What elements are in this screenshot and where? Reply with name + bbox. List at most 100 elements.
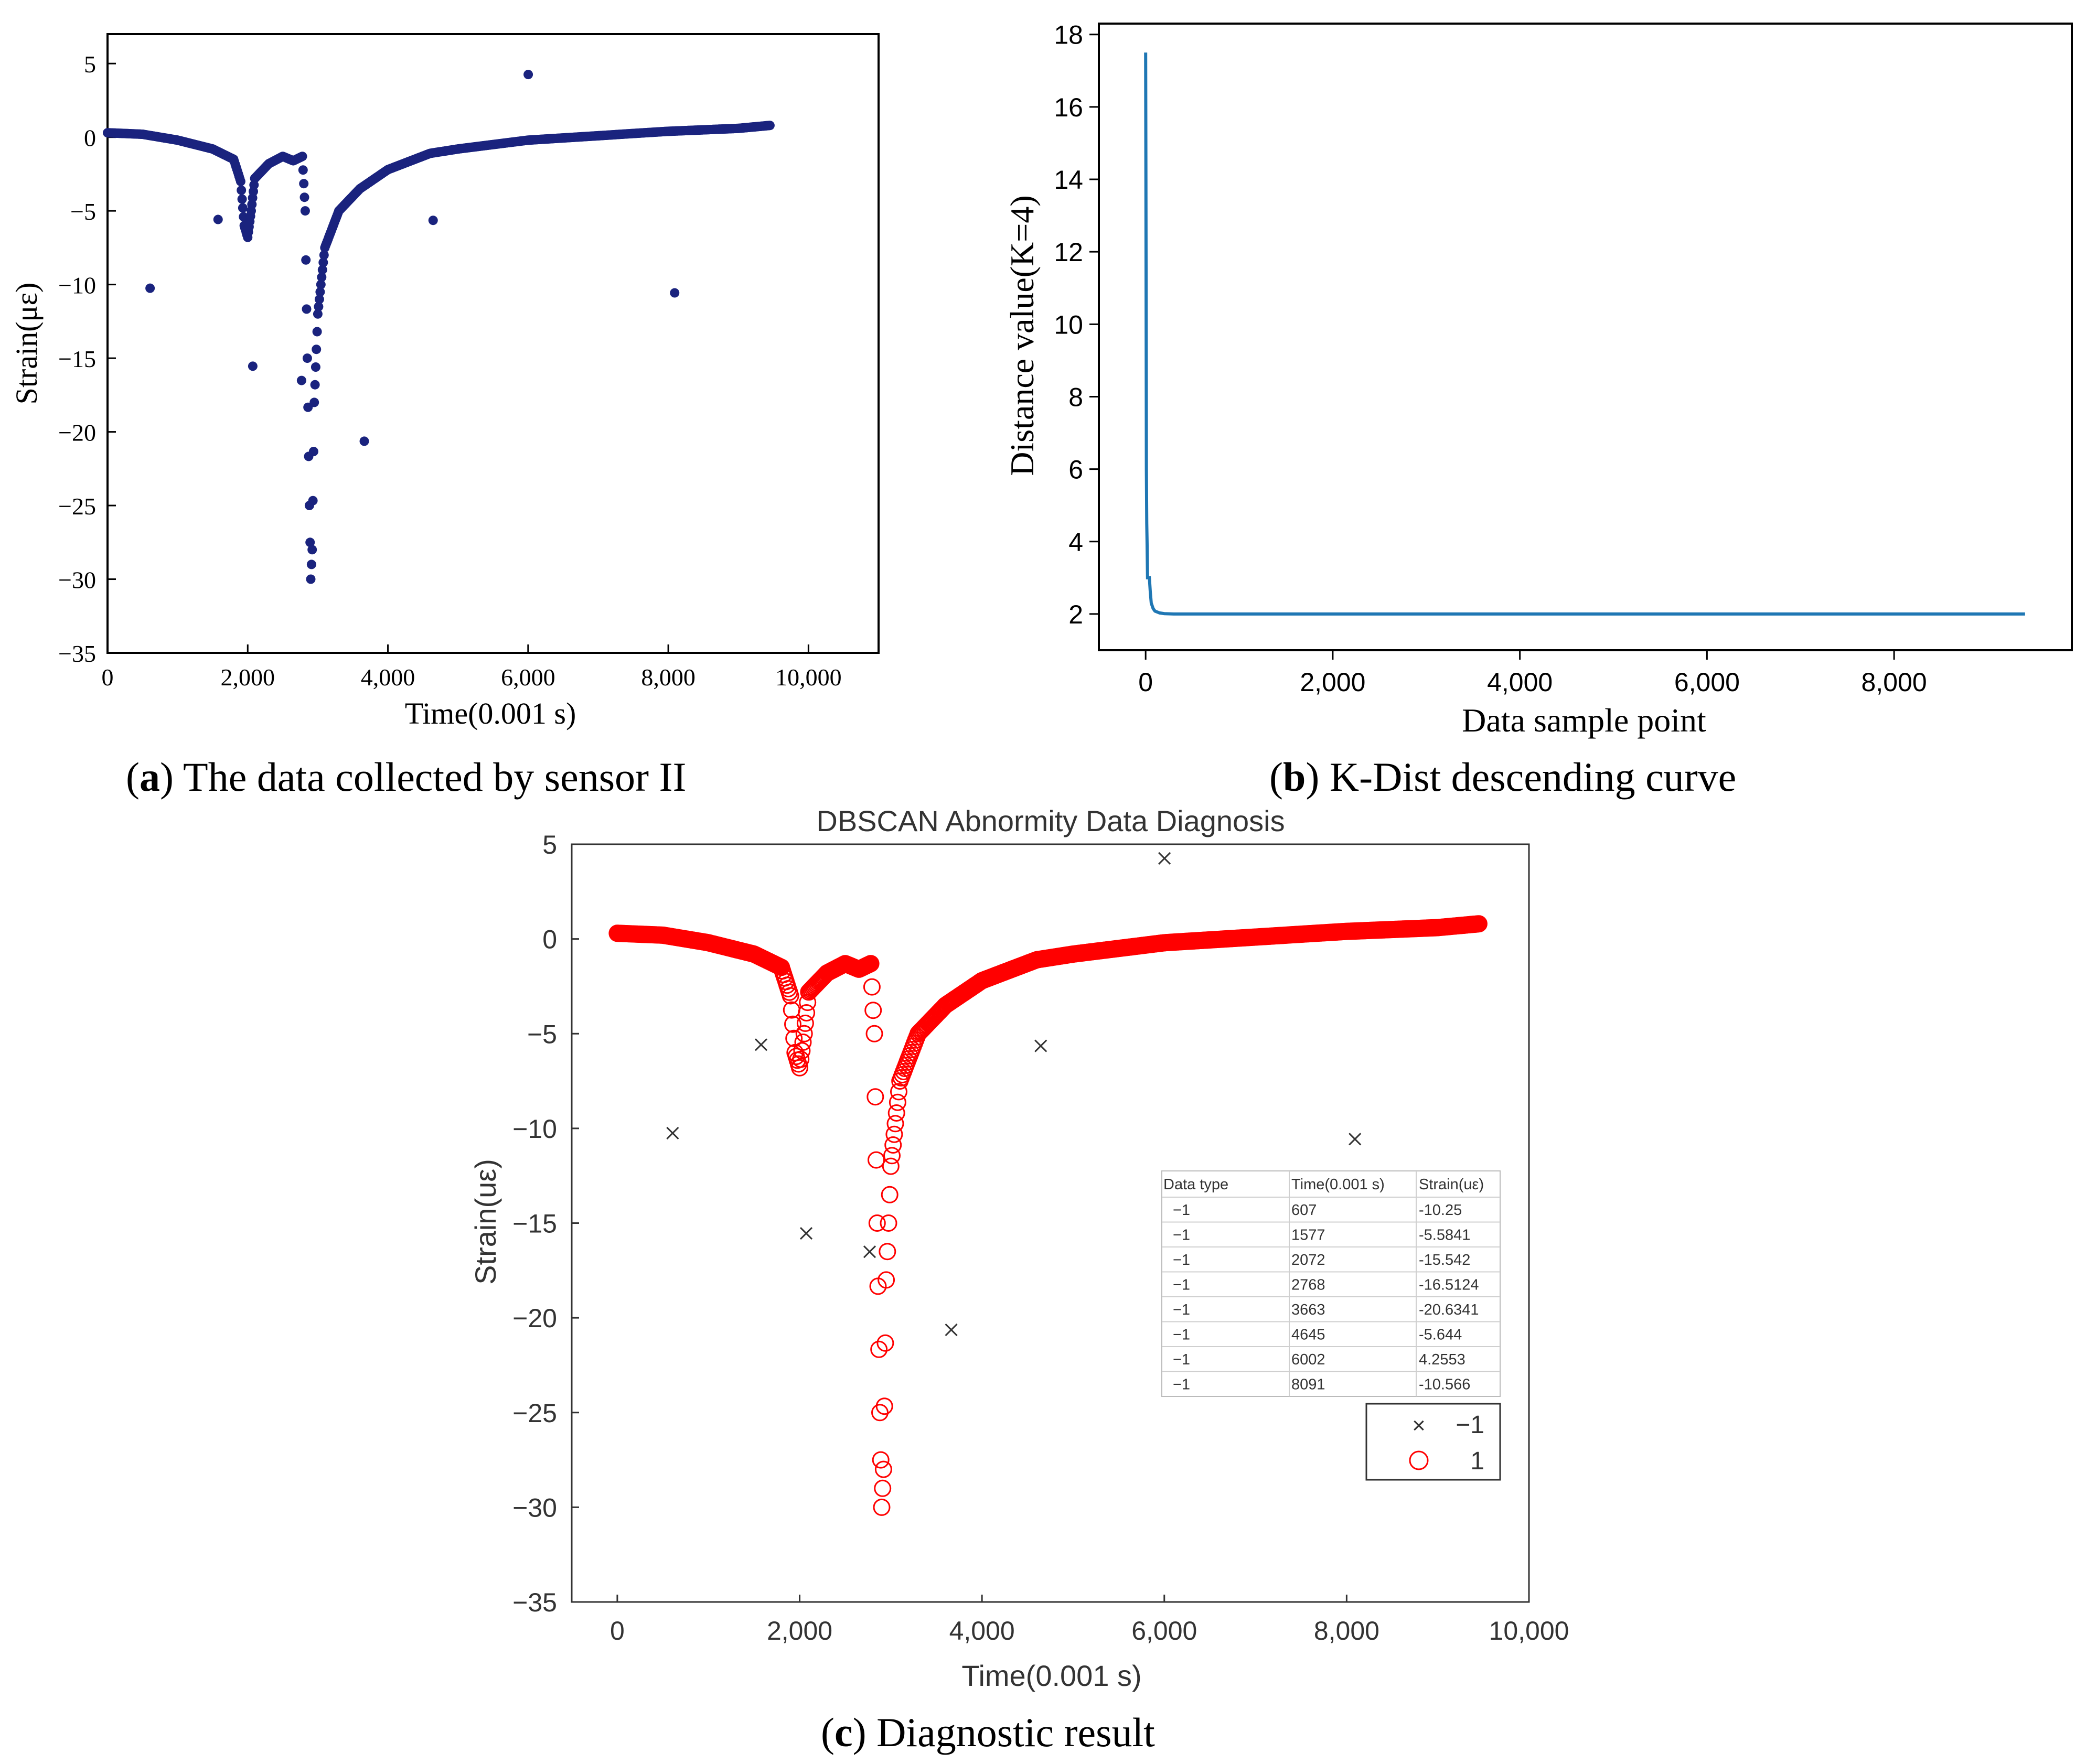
a-data-point	[300, 206, 310, 216]
a-data-point	[312, 345, 322, 354]
b-y-tick-label: 16	[1054, 93, 1083, 122]
a-data-point	[319, 250, 329, 260]
b-y-tick-label: 8	[1068, 382, 1083, 412]
legend-cluster-symbol	[1409, 1450, 1429, 1470]
a-data-point	[317, 272, 327, 282]
b-y-tick-label: 2	[1068, 600, 1083, 629]
a-data-point	[297, 152, 307, 162]
a-outlier-point	[213, 214, 223, 224]
panel-a-x-ticks: 0 2,000 4,000 6,000 8,000 10,000	[102, 644, 842, 691]
a-y-tick-label: −10	[58, 272, 96, 299]
a-data-point	[310, 380, 320, 390]
table-cell: 8091	[1291, 1376, 1325, 1393]
a-data-point	[302, 353, 312, 363]
table-cell: 4645	[1291, 1327, 1325, 1343]
a-data-point	[312, 327, 322, 337]
a-y-tick-label: −35	[58, 640, 96, 667]
c-cluster-point	[795, 1025, 813, 1042]
panel-c-title: DBSCAN Abnormity Data Diagnosis	[816, 804, 1285, 837]
b-y-tick-label: 6	[1068, 455, 1083, 485]
panel-c-legend: × −1 1	[1365, 1403, 1501, 1481]
panel-c-y-ticks: 5 0 −5 −10 −15 −20 −25 −30 −35	[512, 830, 579, 1617]
c-cluster-point	[879, 1243, 896, 1261]
table-cell: −1	[1173, 1252, 1190, 1268]
a-y-tick-label: −5	[70, 198, 96, 225]
panel-b-x-axis-label: Data sample point	[1462, 702, 1706, 739]
panel-c-y-axis-label: Strain(uε)	[469, 1159, 502, 1285]
table-cell: 1577	[1291, 1227, 1325, 1244]
c-noise-point	[1158, 852, 1171, 865]
c-cluster-point	[793, 1042, 811, 1060]
table-cell: -15.542	[1419, 1252, 1470, 1268]
b-x-tick-label: 4,000	[1487, 668, 1553, 697]
panel-c: DBSCAN Abnormity Data Diagnosis 50−5−10−…	[469, 804, 1569, 1755]
panel-b-y-axis-label: Distance value(K=4)	[1003, 195, 1041, 476]
table-cell: 607	[1291, 1202, 1317, 1219]
a-data-point	[306, 560, 316, 569]
c-noise-point	[799, 1227, 813, 1240]
table-cell: −1	[1173, 1327, 1190, 1343]
panel-a-caption-letter: a	[140, 754, 160, 800]
c-y-tick-label: −15	[512, 1209, 557, 1239]
table-cell: 2768	[1291, 1277, 1325, 1294]
panel-c-caption-letter: c	[835, 1709, 853, 1755]
table-cell: −1	[1173, 1351, 1190, 1368]
b-y-tick-label: 12	[1054, 238, 1083, 267]
c-cluster-point	[784, 1015, 801, 1033]
legend-box	[1365, 1403, 1501, 1481]
a-outlier-point	[248, 361, 258, 371]
panel-b-y-ticks: 2 4 6 8 10 12 14 16 18	[1054, 20, 1099, 629]
c-x-tick-label: 2,000	[767, 1616, 832, 1645]
a-y-tick-label: 5	[84, 51, 96, 78]
panel-c-caption-text: ) Diagnostic result	[853, 1709, 1156, 1755]
c-noise-point	[1034, 1039, 1047, 1052]
legend-cluster-label: 1	[1470, 1447, 1484, 1475]
c-cluster-point	[794, 1034, 812, 1051]
c-noise-point	[754, 1038, 768, 1051]
c-cluster-point	[798, 1004, 816, 1021]
a-x-tick-label: 6,000	[501, 664, 555, 691]
b-y-tick-label: 4	[1068, 528, 1083, 557]
a-data-point	[302, 304, 312, 314]
c-cluster-point	[862, 955, 880, 973]
c-cluster-point	[870, 1340, 888, 1358]
panel-b-plot-frame	[1098, 23, 2073, 651]
panel-b-caption-text: ) K-Dist descending curve	[1306, 754, 1736, 800]
c-cluster-point	[865, 1025, 883, 1042]
table-cell: −1	[1173, 1302, 1190, 1318]
panel-a-data-marks	[103, 70, 775, 584]
table-cell: -10.566	[1419, 1376, 1470, 1393]
c-cluster-point	[782, 987, 799, 1005]
a-data-point	[314, 294, 324, 304]
panel-b-x-ticks: 0 2,000 4,000 6,000 8,000	[1138, 650, 1927, 697]
a-data-point	[301, 255, 311, 265]
panel-a-y-axis-label: Strain(με)	[9, 283, 44, 405]
c-cluster-point	[796, 1014, 814, 1032]
a-x-tick-label: 4,000	[361, 664, 415, 691]
table-cell: 6002	[1291, 1351, 1325, 1368]
a-data-point	[237, 194, 247, 204]
c-cluster-point	[883, 1147, 901, 1165]
c-cluster-point	[889, 1093, 906, 1111]
data-table-gridlines	[1162, 1171, 1500, 1396]
c-y-tick-label: 5	[542, 830, 557, 859]
a-data-point	[299, 192, 309, 202]
c-x-tick-label: 8,000	[1314, 1616, 1379, 1645]
a-data-point	[298, 165, 308, 175]
a-y-tick-label: −30	[58, 567, 96, 594]
panel-a-caption-text: ) The data collected by sensor II	[160, 754, 687, 800]
a-outlier-point	[428, 216, 438, 225]
c-cluster-point	[864, 1002, 882, 1019]
a-data-point	[308, 447, 318, 456]
a-y-tick-label: −25	[58, 493, 96, 520]
c-cluster-point	[1470, 915, 1488, 933]
c-cluster-point	[868, 1214, 886, 1232]
c-y-tick-label: −5	[527, 1019, 557, 1049]
panel-c-x-ticks: 0 2,000 4,000 6,000 8,000 10,000	[610, 1595, 1569, 1645]
a-data-point	[315, 287, 325, 297]
c-cluster-point	[792, 1050, 810, 1068]
c-noise-point	[1349, 1133, 1362, 1146]
a-data-point	[306, 574, 316, 584]
b-kdist-line	[1144, 52, 2025, 616]
